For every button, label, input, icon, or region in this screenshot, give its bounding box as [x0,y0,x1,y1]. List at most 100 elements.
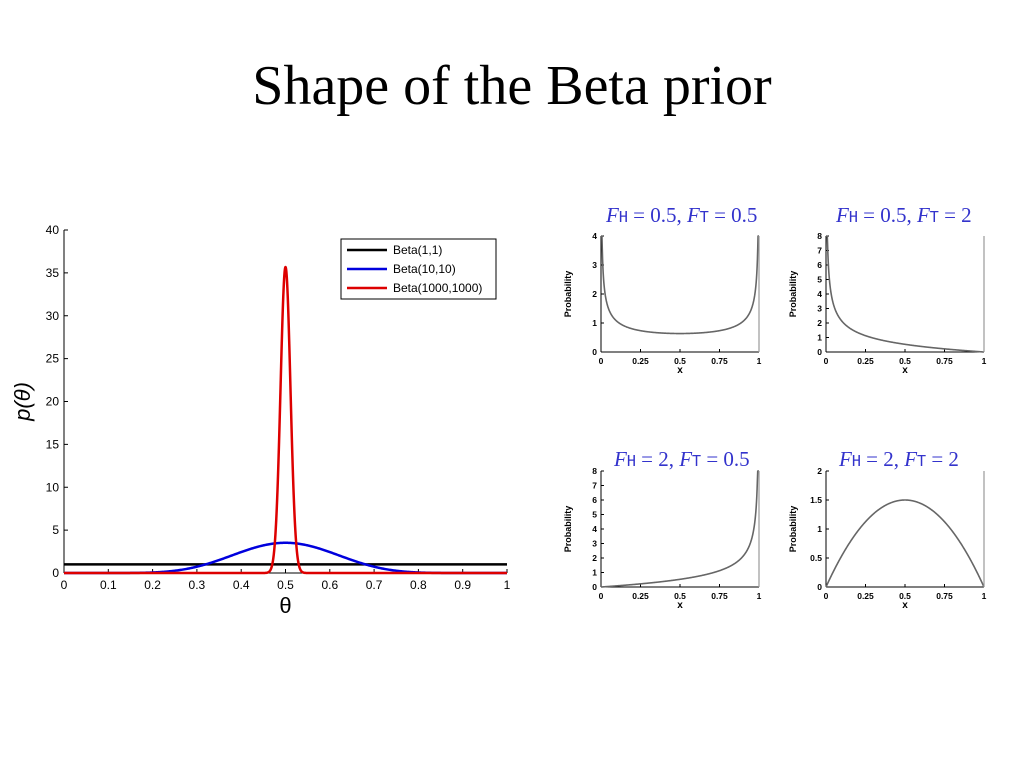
f-letter: F [839,447,852,471]
x-tick-label: 0.75 [711,591,728,601]
title-mid: = 2, [635,447,680,471]
y-tick-label: 2 [592,289,597,299]
y-tick-label: 2 [592,553,597,563]
y-axis-label: Probability [563,506,573,553]
x-tick-label: 1 [504,578,511,592]
f-letter: F [614,447,627,471]
subscript-t: T [699,208,709,226]
f-letter: F [686,203,700,227]
x-tick-label: 0.2 [144,578,161,592]
y-tick-label: 0 [817,347,822,357]
x-tick-label: 0 [824,591,829,601]
series-line-3 [62,265,509,575]
subscript-h: H [626,452,636,470]
panel-title-3: FH = 2, FT = 0.5 [614,447,750,472]
legend: Beta(1,1) Beta(10,10) Beta(1000,1000) [340,238,497,300]
panel-title-2: FH = 0.5, FT = 2 [836,203,972,228]
y-tick-label: 8 [592,466,597,476]
x-tick-label: 1 [982,356,987,366]
y-tick-label: 10 [46,480,60,494]
y-tick-label: 2 [817,318,822,328]
series-line [600,470,760,588]
x-tick-label: 0.1 [100,578,117,592]
panel-title-1: FH = 0.5, FT = 0.5 [606,203,757,228]
f-letter: F [836,203,849,227]
y-tick-label: 1 [817,524,822,534]
y-tick-label: 8 [817,231,822,241]
x-axis-label: x [902,600,908,611]
legend-label: Beta(1,1) [393,243,442,257]
title-end: = 2 [926,447,959,471]
subscript-h: H [851,452,861,470]
subscript-t: T [929,208,939,226]
x-axis-label: x [902,365,908,376]
y-tick-label: 7 [592,481,597,491]
y-tick-label: 5 [817,275,822,285]
y-tick-label: 6 [817,260,822,270]
x-tick-label: 0 [599,356,604,366]
x-tick-label: 0.5 [674,356,686,366]
main-beta-chart: 0 0.1 0.2 0.3 0.4 0.5 0.6 0.7 0.8 0.9 105101520253… [10,223,511,618]
y-tick-label: 3 [592,260,597,270]
x-tick-label: 0 [599,591,604,601]
y-tick-label: 0 [592,347,597,357]
subscript-t: T [692,452,702,470]
beta-panel-3: 0 0.25 0.5 0.75 1 0 1 2 3 4 5 6 7 8 x Probability [563,466,762,611]
x-tick-label: 0.5 [674,591,686,601]
f-letter: F [679,447,693,471]
legend-label: Beta(1000,1000) [393,281,482,295]
y-tick-label: 40 [46,223,60,237]
y-tick-label: 20 [46,395,60,409]
y-tick-label: 3 [592,539,597,549]
x-tick-label: 0.25 [857,356,874,366]
y-tick-label: 15 [46,437,60,451]
y-tick-label: 4 [592,231,597,241]
x-axis-label: x [677,600,683,611]
x-tick-label: 0.75 [936,356,953,366]
title-mid: = 0.5, [857,203,917,227]
y-tick-label: 4 [817,289,822,299]
series-line [825,499,985,588]
series-line-2 [63,541,508,575]
beta-panel-4: 0 0.25 0.5 0.75 1 0 0.5 1 1.5 2 x Probability [788,466,987,611]
y-tick-label: 5 [592,510,597,520]
f-letter: F [606,203,619,227]
legend-label: Beta(10,10) [393,262,456,276]
y-tick-label: 0 [592,582,597,592]
y-tick-label: 0.5 [810,553,822,563]
x-tick-label: 0.4 [233,578,250,592]
panel-title-4: FH = 2, FT = 2 [839,447,959,472]
series-line [825,235,985,353]
x-tick-label: 0 [61,578,68,592]
slide-title: Shape of the Beta prior [252,55,772,117]
y-axis-label: Probability [788,506,798,553]
f-letter: F [916,203,930,227]
x-axis-label: x [677,365,683,376]
x-tick-label: 1 [982,591,987,601]
y-tick-label: 30 [46,309,60,323]
series-line [600,235,760,335]
x-tick-label: 0.3 [189,578,206,592]
x-tick-label: 0.25 [632,591,649,601]
y-tick-label: 35 [46,266,60,280]
x-tick-label: 0.75 [936,591,953,601]
x-tick-label: 1 [757,356,762,366]
x-tick-label: 0 [824,356,829,366]
y-tick-label: 1 [592,568,597,578]
x-tick-label: 0.75 [711,356,728,366]
y-tick-label: 5 [52,523,59,537]
x-tick-label: 0.8 [410,578,427,592]
y-tick-label: 7 [817,246,822,256]
title-mid: = 0.5, [627,203,687,227]
x-tick-label: 0.5 [277,578,294,592]
title-mid: = 2, [860,447,905,471]
x-axis-label: θ [279,593,291,618]
subscript-h: H [848,208,858,226]
beta-panel-2: 0 0.25 0.5 0.75 1 0 1 2 3 4 5 6 7 8 x Probability [788,231,987,376]
x-tick-label: 0.9 [454,578,471,592]
beta-panel-1: 0 0.25 0.5 0.75 1 0 1 2 3 4 x Probability [563,231,762,376]
y-tick-label: 25 [46,352,60,366]
y-axis-label: Probability [788,271,798,318]
y-tick-label: 1.5 [810,495,822,505]
x-tick-label: 0.25 [632,356,649,366]
